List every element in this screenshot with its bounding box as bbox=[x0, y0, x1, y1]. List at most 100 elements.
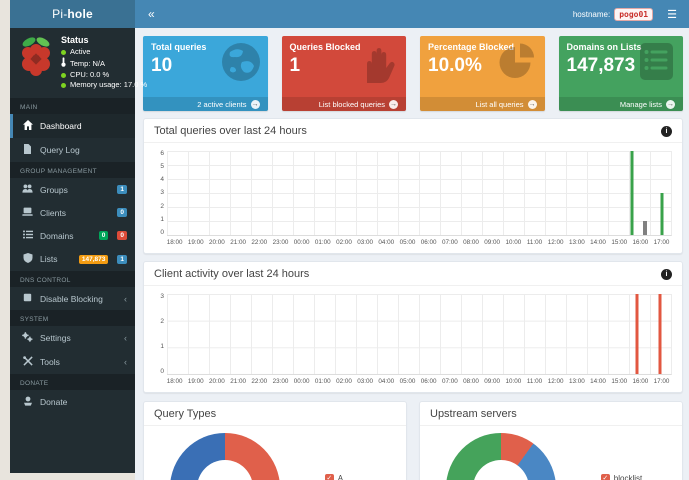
x-tick-label: 02:00 bbox=[336, 378, 352, 385]
x-tick-label: 12:00 bbox=[547, 239, 564, 246]
laptop-icon bbox=[22, 207, 33, 218]
x-tick-label: 01:00 bbox=[314, 378, 331, 385]
hostname: hostname: pogo01 bbox=[572, 7, 654, 21]
globe-icon bbox=[220, 41, 262, 83]
arrow-circle-icon: → bbox=[250, 99, 260, 109]
x-tick-label: 00:00 bbox=[293, 239, 310, 246]
legend-item[interactable]: ✓ A bbox=[324, 474, 343, 480]
x-tick-label: 11:00 bbox=[526, 239, 543, 246]
x-tick-label: 12:00 bbox=[547, 378, 564, 385]
chevron-left-icon: ‹ bbox=[124, 333, 127, 343]
hostname-label: hostname: bbox=[572, 9, 611, 19]
list-icon bbox=[22, 230, 33, 241]
status-dot-icon bbox=[61, 72, 66, 78]
x-tick-label: 09:00 bbox=[484, 378, 501, 385]
x-tick-label: 21:00 bbox=[230, 239, 246, 246]
y-tick-label: 1 bbox=[160, 215, 164, 223]
plot-area[interactable] bbox=[167, 294, 672, 375]
legend-checkbox-icon: ✓ bbox=[324, 474, 334, 480]
upstream-servers-donut-chart[interactable] bbox=[446, 433, 556, 480]
hamburger-menu-icon[interactable]: ☰ bbox=[667, 8, 677, 21]
chevron-left-icon: ‹ bbox=[124, 293, 127, 304]
status-memory: Memory usage: 17.0 % bbox=[61, 80, 147, 90]
sidebar-item-domains[interactable]: Domains 0 0 bbox=[10, 224, 135, 247]
x-axis: 18:00 19:00 20:00 21:00 22:00 23:00 00:00 01:00… bbox=[164, 375, 672, 388]
x-tick-label: 20:00 bbox=[209, 378, 225, 385]
x-tick-label: 03:00 bbox=[357, 239, 374, 246]
x-tick-label: 06:00 bbox=[420, 378, 437, 385]
sidebar-item-clients[interactable]: Clients 0 bbox=[10, 201, 135, 224]
sidebar-section-donate: DONATE bbox=[10, 374, 135, 390]
x-tick-label: 16:00 bbox=[632, 378, 649, 385]
donate-icon bbox=[22, 396, 33, 408]
chart-bar[interactable] bbox=[658, 294, 662, 374]
card-footer-link[interactable]: 2 active clients → bbox=[143, 97, 268, 111]
x-tick-label: 10:00 bbox=[505, 239, 522, 246]
card-footer-link[interactable]: List all queries → bbox=[420, 97, 545, 111]
sidebar-item-donate[interactable]: Donate bbox=[10, 390, 135, 414]
sidebar-item-groups[interactable]: Groups 1 bbox=[10, 178, 135, 201]
photo-edge-left bbox=[0, 0, 10, 480]
info-icon[interactable]: i bbox=[661, 268, 672, 280]
x-tick-label: 03:00 bbox=[357, 378, 374, 385]
thermometer-icon bbox=[61, 57, 66, 70]
sidebar-item-disable-blocking[interactable]: Disable Blocking ‹ bbox=[10, 287, 135, 310]
sidebar-collapse-icon[interactable]: « bbox=[148, 7, 155, 21]
sidebar-item-settings[interactable]: Settings ‹ bbox=[10, 326, 135, 350]
sidebar-section-group-management: GROUP MANAGEMENT bbox=[10, 162, 135, 178]
card-footer-link[interactable]: Manage lists → bbox=[558, 97, 683, 111]
plot-area[interactable] bbox=[167, 151, 672, 236]
y-tick-label: 4 bbox=[160, 176, 164, 184]
status-block: Status Active Temp: N/A CPU: 0.0 % Memor… bbox=[10, 28, 147, 98]
x-tick-label: 05:00 bbox=[399, 239, 416, 246]
chart-bar[interactable] bbox=[660, 193, 664, 235]
legend-item[interactable]: ✓ blocklist bbox=[600, 474, 643, 480]
x-tick-label: 06:00 bbox=[420, 239, 437, 246]
x-tick-label: 19:00 bbox=[187, 239, 204, 246]
card-value: 1 bbox=[289, 55, 301, 76]
status-title: Status bbox=[61, 35, 89, 45]
chart-title: Upstream servers bbox=[430, 408, 517, 420]
pihole-logo-link[interactable]: Pi-hole bbox=[10, 0, 135, 28]
home-icon bbox=[22, 120, 33, 132]
x-tick-label: 13:00 bbox=[568, 378, 585, 385]
legend-checkbox-icon: ✓ bbox=[600, 474, 610, 480]
navbar: « hostname: pogo01 ☰ bbox=[135, 0, 689, 28]
lists-count-badge: 1 bbox=[117, 254, 127, 264]
bar-chart: 6 5 4 3 2 1 0 18:00 19:00 20:00 21:00 22:00 23:00 00… bbox=[144, 143, 682, 253]
chart-bar[interactable] bbox=[630, 151, 634, 235]
x-axis: 18:00 19:00 20:00 21:00 22:00 23:00 00:00 01:00… bbox=[164, 236, 672, 249]
y-tick-label: 0 bbox=[160, 228, 164, 236]
arrow-circle-icon: → bbox=[527, 99, 537, 109]
legend-label: blocklist bbox=[613, 474, 643, 480]
x-tick-label: 16:00 bbox=[632, 239, 649, 246]
y-tick-label: 2 bbox=[160, 202, 164, 210]
x-tick-label: 22:00 bbox=[251, 239, 268, 246]
status-cpu: CPU: 0.0 % bbox=[61, 70, 147, 80]
chart-title: Client activity over last 24 hours bbox=[154, 268, 310, 280]
sidebar-item-lists[interactable]: Lists 147,873 1 bbox=[10, 247, 135, 271]
sidebar-item-query-log[interactable]: Query Log bbox=[10, 138, 135, 162]
main-content: Total queries 10 2 active clients → Quer… bbox=[135, 28, 689, 480]
y-tick-label: 0 bbox=[160, 368, 164, 375]
chart-bar[interactable] bbox=[642, 221, 647, 235]
file-icon bbox=[22, 144, 33, 156]
status-temp: Temp: N/A bbox=[61, 57, 147, 70]
y-tick-label: 5 bbox=[160, 163, 164, 171]
x-tick-label: 20:00 bbox=[209, 239, 225, 246]
y-tick-label: 2 bbox=[160, 318, 164, 325]
card-value: 10.0% bbox=[428, 55, 482, 76]
chart-legend: ✓ A bbox=[324, 474, 343, 480]
sidebar-item-tools[interactable]: Tools ‹ bbox=[10, 350, 135, 374]
y-axis: 3 2 1 0 bbox=[148, 293, 167, 375]
y-tick-label: 6 bbox=[160, 150, 164, 157]
tools-icon bbox=[22, 356, 33, 368]
sidebar-item-dashboard[interactable]: Dashboard bbox=[10, 114, 135, 138]
info-icon[interactable]: i bbox=[661, 125, 672, 137]
chart-bar[interactable] bbox=[635, 294, 639, 374]
card-footer-link[interactable]: List blocked queries → bbox=[281, 97, 406, 111]
query-types-donut-chart[interactable] bbox=[170, 433, 280, 480]
x-tick-label: 17:00 bbox=[653, 378, 670, 385]
status-dot-icon bbox=[61, 82, 66, 88]
